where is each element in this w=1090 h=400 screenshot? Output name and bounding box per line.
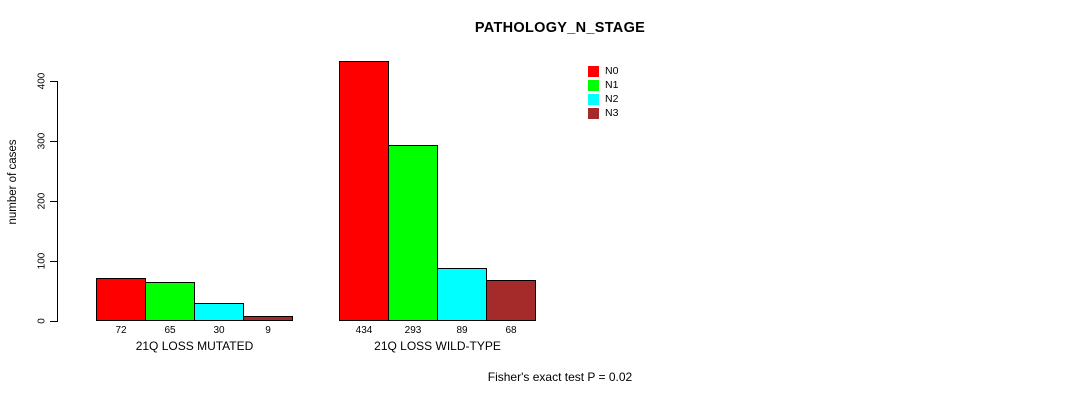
bar-value-label: 30 [213,325,225,336]
y-tick-mark [50,141,58,142]
bar-value-label: 293 [404,325,422,336]
category-label: 21Q LOSS WILD-TYPE [374,339,501,353]
bar-n3-group1 [243,316,293,321]
y-tick-mark [50,201,58,202]
bar-n0-group2 [339,61,389,321]
chart-title: PATHOLOGY_N_STAGE [474,20,646,36]
bar-value-label: 68 [505,325,517,336]
legend-swatch-n1 [588,80,599,91]
bar-n1-group1 [145,282,195,321]
legend-label: N0 [605,65,619,77]
y-tick-label: 0 [36,318,48,324]
y-tick-label: 200 [36,192,48,210]
legend-row: N3 [588,108,618,119]
bar-n2-group2 [437,268,487,321]
bar-n3-group2 [486,280,536,321]
legend-row: N1 [588,80,618,91]
y-tick-mark [50,321,58,322]
bar-n2-group1 [194,303,244,321]
legend-swatch-n3 [588,108,599,119]
bar-n0-group1 [96,278,146,321]
bar-value-label: 9 [265,325,271,336]
fisher-test-annotation: Fisher's exact test P = 0.02 [487,370,633,384]
category-label: 21Q LOSS MUTATED [135,339,254,353]
legend-label: N1 [605,79,619,91]
y-tick-mark [50,81,58,82]
bar-value-label: 65 [164,325,176,336]
bar-value-label: 434 [355,325,373,336]
legend-swatch-n0 [588,66,599,77]
legend: N0 N1 N2 N3 [588,66,618,122]
bar-n1-group2 [388,145,438,321]
bar-value-label: 89 [456,325,468,336]
y-axis-label: number of cases [7,139,19,225]
y-tick-label: 400 [36,72,48,90]
legend-label: N3 [605,107,619,119]
y-tick-label: 300 [36,132,48,150]
legend-row: N2 [588,94,618,105]
legend-swatch-n2 [588,94,599,105]
y-tick-label: 100 [36,252,48,270]
legend-label: N2 [605,93,619,105]
y-tick-mark [50,261,58,262]
bar-value-label: 72 [115,325,127,336]
legend-row: N0 [588,66,618,77]
